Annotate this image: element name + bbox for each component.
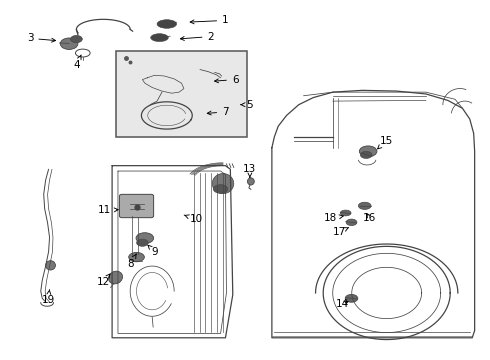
- Text: 16: 16: [363, 213, 376, 222]
- Ellipse shape: [157, 20, 176, 28]
- Text: 2: 2: [180, 32, 214, 41]
- Ellipse shape: [46, 261, 55, 270]
- Text: 1: 1: [190, 15, 229, 26]
- Text: 9: 9: [148, 245, 158, 257]
- Ellipse shape: [200, 69, 212, 76]
- Ellipse shape: [129, 252, 145, 262]
- Ellipse shape: [360, 151, 372, 158]
- Text: 8: 8: [127, 254, 136, 269]
- Ellipse shape: [108, 271, 122, 284]
- Text: 12: 12: [97, 274, 110, 287]
- Text: 4: 4: [73, 55, 81, 70]
- Text: 5: 5: [241, 100, 253, 110]
- Text: 17: 17: [333, 227, 349, 237]
- Polygon shape: [143, 75, 184, 93]
- Text: 10: 10: [184, 215, 203, 224]
- Ellipse shape: [209, 73, 218, 78]
- Ellipse shape: [346, 219, 357, 226]
- Ellipse shape: [151, 34, 168, 41]
- Ellipse shape: [60, 38, 78, 49]
- Text: 18: 18: [324, 213, 343, 223]
- Ellipse shape: [137, 239, 148, 246]
- Bar: [116, 51, 247, 137]
- Text: 13: 13: [243, 164, 256, 177]
- Text: 14: 14: [336, 299, 349, 309]
- Ellipse shape: [358, 202, 371, 210]
- Ellipse shape: [359, 146, 377, 157]
- Text: 11: 11: [98, 206, 118, 216]
- Ellipse shape: [71, 36, 82, 42]
- Text: 15: 15: [378, 136, 393, 149]
- Ellipse shape: [247, 178, 254, 185]
- Ellipse shape: [212, 174, 234, 194]
- FancyBboxPatch shape: [120, 194, 154, 218]
- Text: 3: 3: [26, 33, 55, 43]
- Text: 19: 19: [42, 289, 55, 305]
- Ellipse shape: [345, 294, 358, 302]
- Text: 6: 6: [215, 75, 239, 85]
- Ellipse shape: [340, 210, 351, 216]
- Text: 7: 7: [207, 107, 229, 117]
- Ellipse shape: [213, 185, 228, 193]
- Ellipse shape: [136, 233, 154, 243]
